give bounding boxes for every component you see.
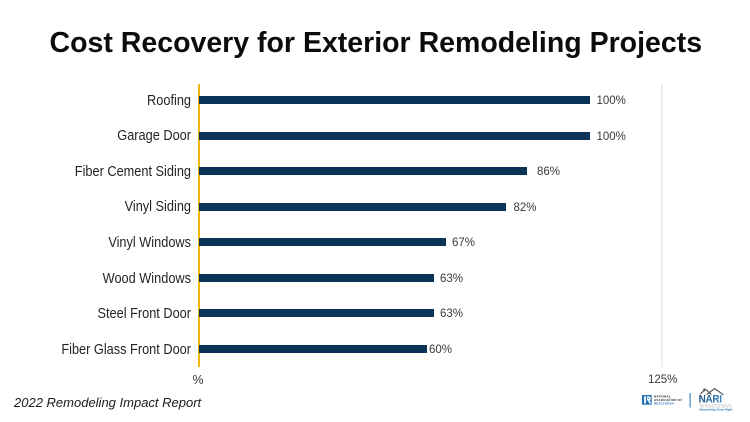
svg-text:Remodeling Done Right.: Remodeling Done Right. — [699, 408, 733, 412]
svg-text:REALTORS®: REALTORS® — [654, 402, 675, 406]
svg-text:NATIONAL: NATIONAL — [654, 394, 671, 398]
svg-text:NARI: NARI — [699, 394, 723, 405]
svg-text:THE REMODELING INDUSTRY: THE REMODELING INDUSTRY — [700, 405, 734, 408]
svg-text:ASSOCIATION OF: ASSOCIATION OF — [654, 398, 683, 402]
svg-text:NATIONAL ASSOCIATION OF: NATIONAL ASSOCIATION OF — [700, 403, 732, 406]
